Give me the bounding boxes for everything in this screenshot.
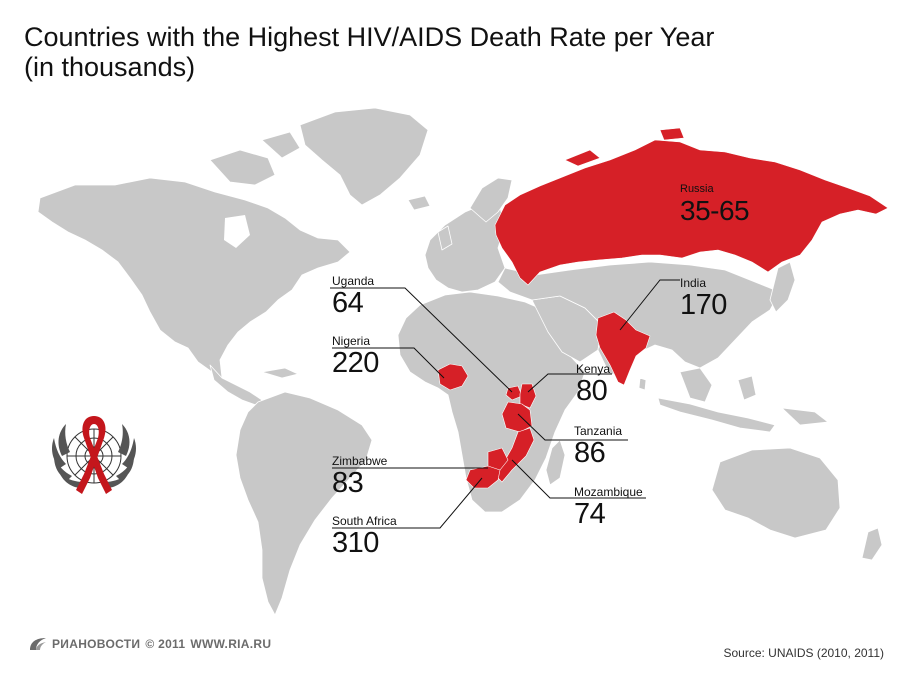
leader-south-africa: [332, 477, 483, 529]
leader-mozambique: [511, 459, 646, 499]
copyright: © 2011: [145, 637, 186, 651]
label-mozambique: Mozambique 74: [574, 485, 643, 529]
scandinavia: [469, 177, 513, 223]
country-name: Tanzania: [574, 424, 623, 438]
country-value: 80: [576, 375, 608, 407]
land-masses: [37, 107, 883, 616]
russia-islands: [564, 149, 601, 167]
south-america: [235, 391, 373, 616]
europe: [424, 204, 506, 293]
leader-kenya: [527, 373, 612, 393]
footer-brand: РИАНОВОСТИ © 2011 WWW.RIA.RU: [28, 636, 276, 652]
tanzania-shape: [501, 401, 533, 433]
un-emblem-with-red-ribbon-icon: [52, 416, 136, 494]
country-name: Mozambique: [574, 485, 643, 499]
ria-novosti-logo-icon: [30, 638, 46, 650]
brand-name: РИАНОВОСТИ: [52, 637, 141, 651]
label-zimbabwe: Zimbabwe 83: [332, 454, 387, 498]
uk: [437, 225, 453, 251]
label-russia: Russia 35-65: [680, 182, 750, 226]
country-value: 35-65: [680, 195, 750, 226]
arctic-islands: [209, 149, 276, 186]
label-tanzania: Tanzania 86: [574, 424, 622, 468]
country-value: 74: [574, 498, 606, 530]
country-name: Uganda: [332, 274, 375, 288]
leader-india: [619, 279, 680, 331]
new-zealand: [861, 527, 883, 561]
country-value: 86: [574, 437, 606, 469]
south-africa-shape: [465, 465, 501, 489]
label-nigeria: Nigeria 220: [332, 334, 379, 378]
website-link[interactable]: WWW.RIA.RU: [190, 637, 272, 651]
country-name: Kenya: [576, 362, 611, 376]
country-name: South Africa: [332, 514, 397, 528]
se-asia: [679, 367, 713, 403]
mozambique-shape: [495, 427, 535, 483]
country-name: Nigeria: [332, 334, 371, 348]
highlighted-countries: [437, 127, 889, 489]
label-south-africa: South Africa 310: [332, 514, 397, 558]
india-shape: [595, 311, 651, 386]
country-value: 170: [680, 289, 727, 321]
iceland: [407, 195, 431, 211]
label-kenya: Kenya 80: [576, 362, 610, 406]
label-india: India 170: [680, 276, 727, 320]
greenland: [299, 107, 429, 206]
country-value: 83: [332, 467, 364, 499]
leader-lines: [330, 279, 680, 529]
label-uganda: Uganda 64: [332, 274, 374, 318]
nigeria-shape: [437, 363, 469, 391]
north-america: [37, 177, 351, 379]
country-name: Zimbabwe: [332, 454, 388, 468]
title-line-1: Countries with the Highest HIV/AIDS Deat…: [24, 22, 715, 52]
asia: [497, 261, 781, 376]
country-value: 64: [332, 287, 364, 319]
source-note: Source: UNAIDS (2010, 2011): [723, 646, 884, 660]
leader-nigeria: [332, 347, 445, 379]
country-value: 220: [332, 347, 379, 379]
country-value: 310: [332, 527, 379, 559]
title-line-2: (in thousands): [24, 52, 196, 82]
japan: [769, 261, 796, 313]
indonesia: [657, 397, 776, 433]
leader-tanzania: [517, 413, 628, 441]
kenya-shape: [519, 383, 537, 409]
australia: [711, 447, 841, 539]
country-name: Russia: [680, 183, 714, 195]
country-name: India: [680, 276, 707, 290]
map-title: Countries with the Highest HIV/AIDS Deat…: [24, 22, 714, 82]
russia-shape: [494, 139, 889, 286]
leader-uganda: [330, 287, 513, 393]
zimbabwe-shape: [487, 447, 509, 471]
